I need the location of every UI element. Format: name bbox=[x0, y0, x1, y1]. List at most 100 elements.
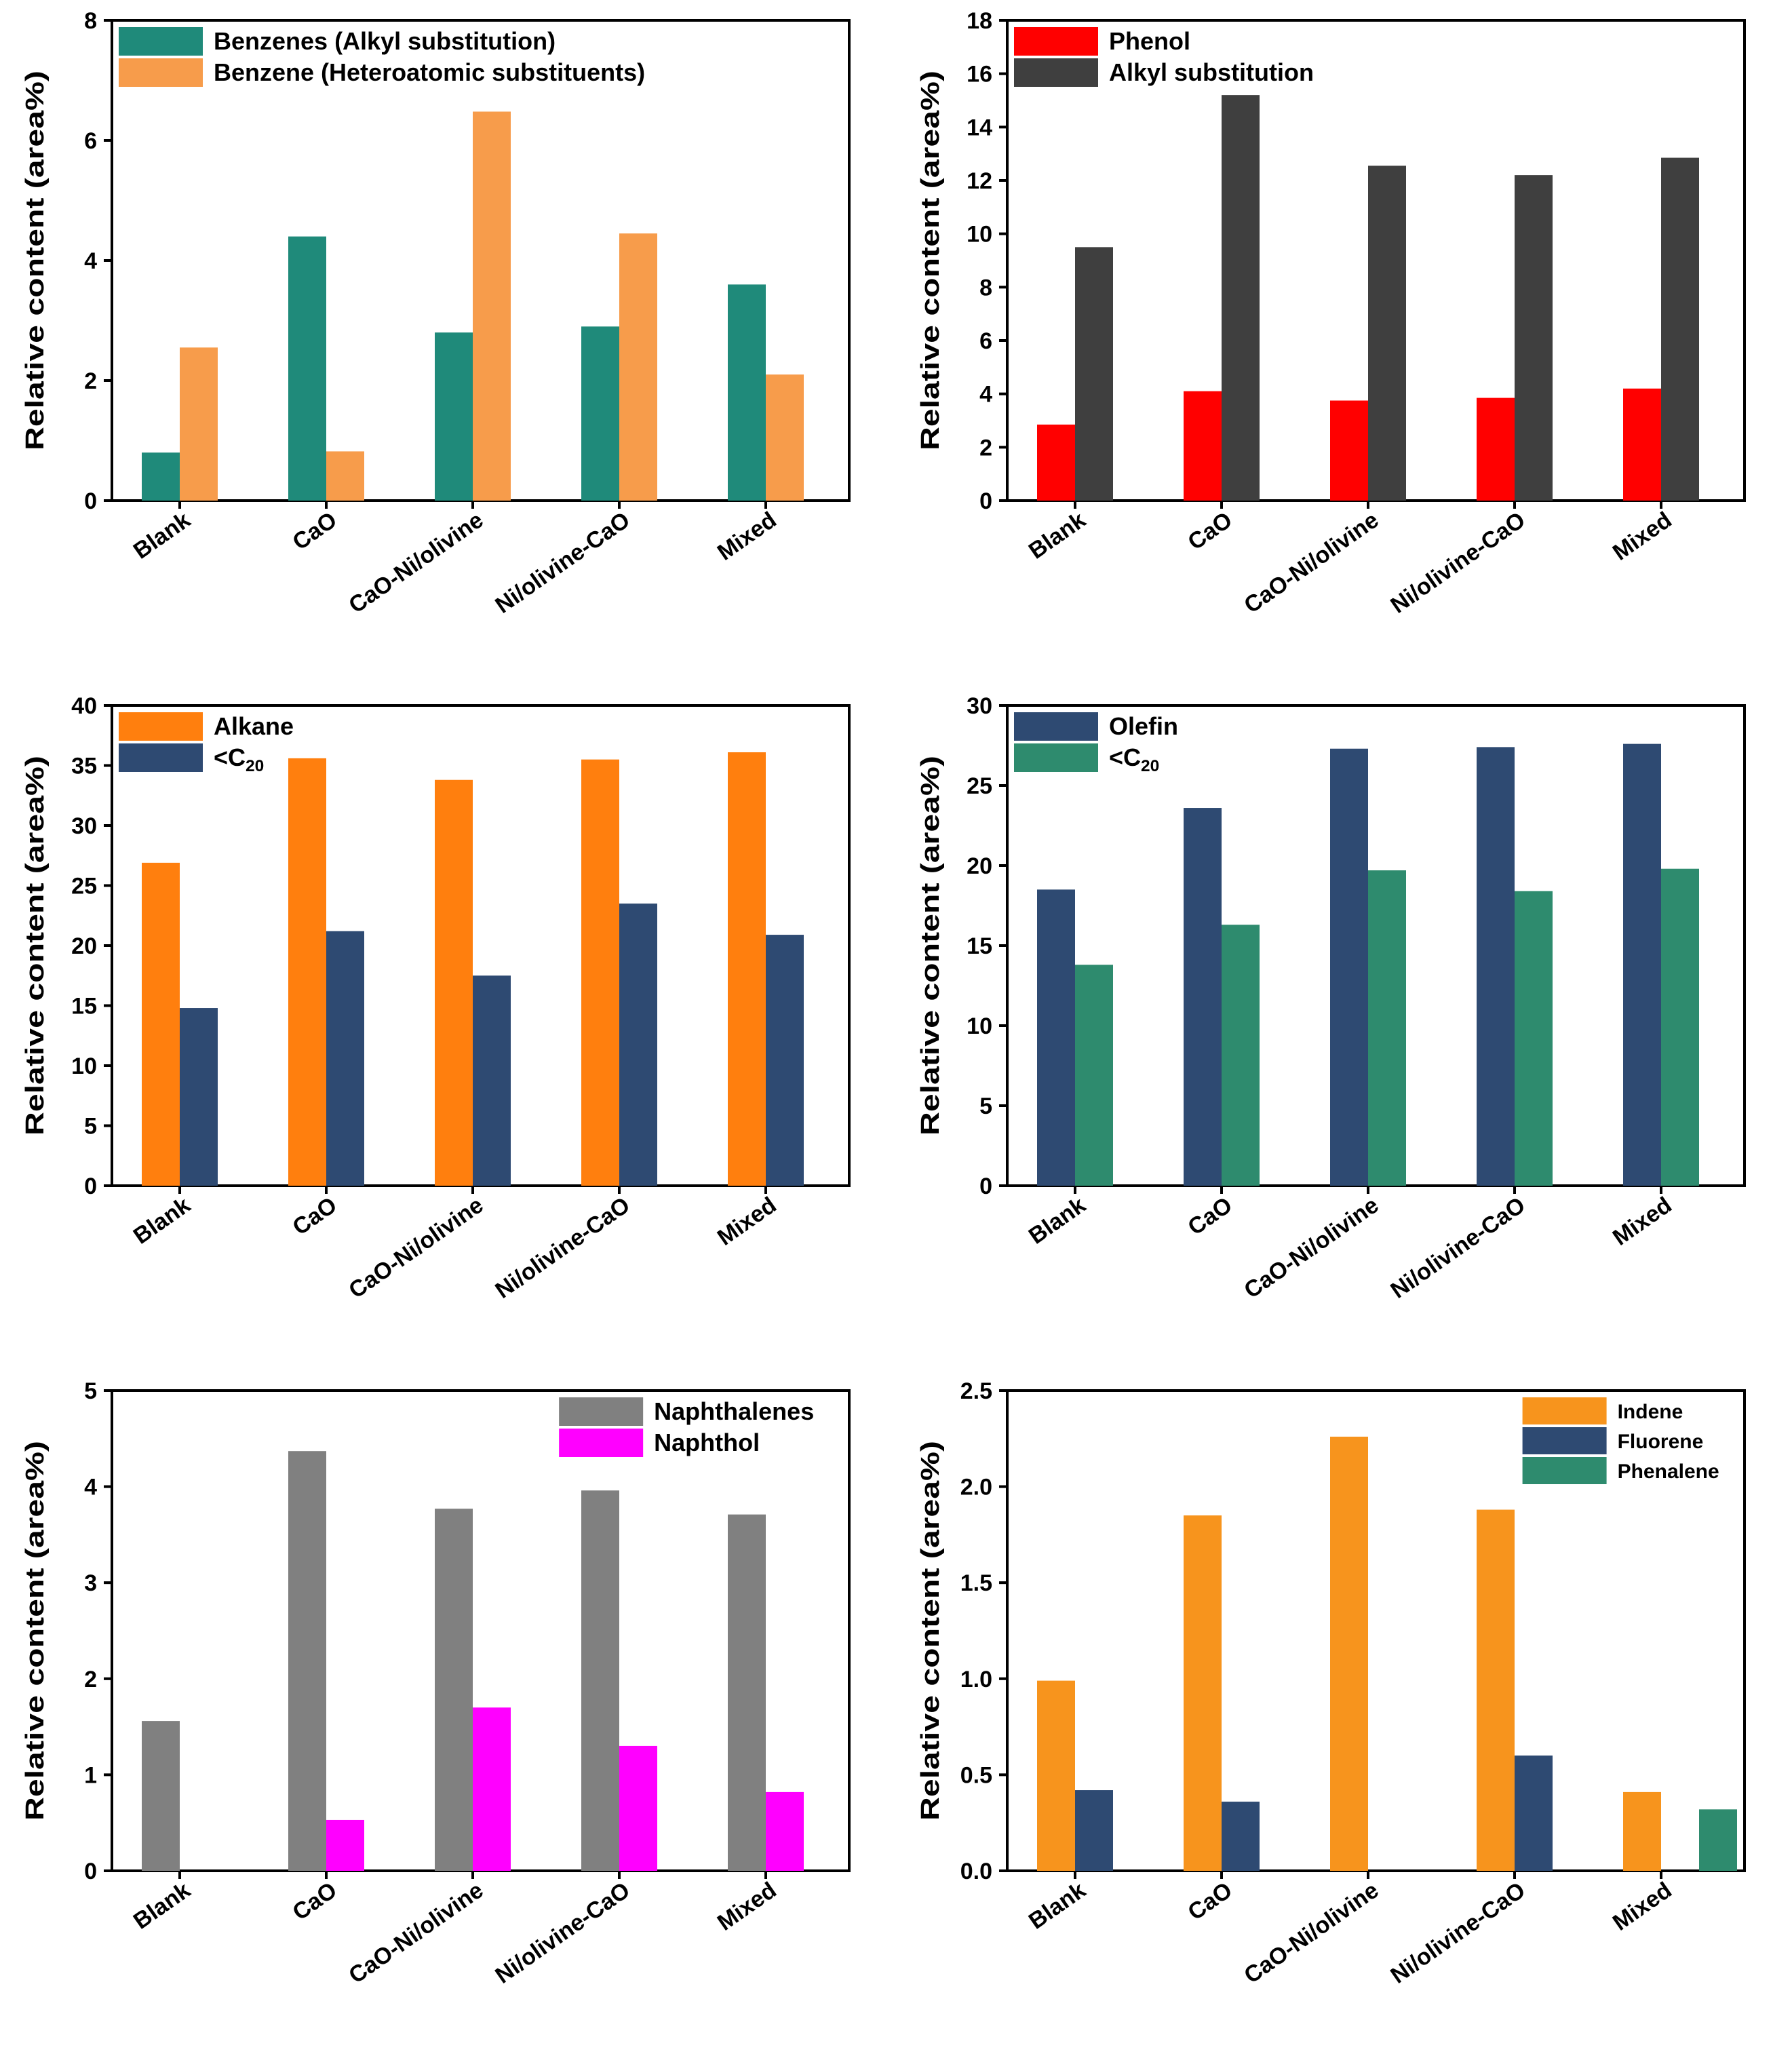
legend-label-indene: Indene bbox=[1618, 1401, 1683, 1423]
y-tick-label: 5 bbox=[979, 1093, 992, 1119]
chart-panel-indene: 0.0 0.5 1.0 1.5 2.0 2.5 Relative content (area… bbox=[916, 1378, 1746, 1989]
y-tick-label: 25 bbox=[71, 874, 97, 899]
y-tick-label: 10 bbox=[967, 222, 992, 248]
x-tick-label: CaO bbox=[288, 507, 342, 555]
bar-alkyl-substitution-ni-olivine-cao bbox=[1515, 175, 1553, 501]
bar-c20-cao-ni-olivine bbox=[473, 975, 511, 1186]
y-tick-label: 2.0 bbox=[960, 1475, 992, 1500]
chart-panel-naphthalenes: 0 1 2 3 4 5 Relative content (area%) Blank CaO Ca… bbox=[21, 1378, 851, 1989]
bar-alkyl-substitution-blank bbox=[1075, 247, 1113, 501]
bar-alkyl-substitution-cao-ni-olivine bbox=[1368, 166, 1406, 501]
bar-phenol-blank bbox=[1037, 424, 1075, 501]
x-tick-label: Blank bbox=[1024, 1877, 1091, 1934]
x-tick-label: CaO bbox=[1184, 1192, 1237, 1240]
x-tick-label: Mixed bbox=[713, 1192, 781, 1250]
bar-alkane-ni-olivine-cao bbox=[581, 759, 619, 1186]
y-tick-label: 1.0 bbox=[960, 1667, 992, 1692]
bar-phenol-mixed bbox=[1623, 388, 1661, 501]
legend-swatch-benzene-heteroatomic-substituents bbox=[119, 58, 203, 87]
y-tick-label: 10 bbox=[71, 1053, 97, 1079]
x-tick-label: CaO-Ni/olivine bbox=[344, 1877, 488, 1988]
x-tick-label: CaO-Ni/olivine bbox=[344, 507, 488, 618]
y-tick-label: 35 bbox=[71, 754, 97, 779]
bar-fluorene-ni-olivine-cao bbox=[1515, 1756, 1553, 1871]
bar-naphthalenes-cao-ni-olivine bbox=[435, 1509, 473, 1871]
bar-c20-blank bbox=[180, 1008, 218, 1186]
y-tick-label: 25 bbox=[967, 773, 992, 799]
y-tick-label: 10 bbox=[967, 1013, 992, 1039]
y-tick-label: 30 bbox=[71, 813, 97, 839]
legend-label-olefin: Olefin bbox=[1109, 712, 1178, 740]
bar-naphthalenes-ni-olivine-cao bbox=[581, 1490, 619, 1871]
legend-label-naphthalenes: Naphthalenes bbox=[654, 1397, 814, 1425]
legend-swatch-fluorene bbox=[1522, 1427, 1607, 1454]
legend-swatch-phenalene bbox=[1522, 1457, 1607, 1484]
x-tick-label: Mixed bbox=[1608, 1192, 1677, 1250]
bar-indene-cao-ni-olivine bbox=[1330, 1436, 1368, 1871]
bar-indene-ni-olivine-cao bbox=[1477, 1509, 1515, 1871]
x-tick-label: CaO bbox=[1184, 507, 1237, 555]
legend-swatch-c20 bbox=[119, 743, 203, 772]
bar-naphthol-ni-olivine-cao bbox=[619, 1745, 657, 1871]
legend-label-phenol: Phenol bbox=[1109, 27, 1190, 55]
y-tick-label: 5 bbox=[84, 1378, 97, 1404]
bar-c20-mixed bbox=[766, 935, 804, 1186]
x-tick-label: CaO bbox=[1184, 1877, 1237, 1925]
x-tick-label: CaO-Ni/olivine bbox=[344, 1192, 488, 1303]
legend-label-alkyl-substitution: Alkyl substitution bbox=[1109, 58, 1314, 86]
y-tick-label: 1.5 bbox=[960, 1570, 992, 1596]
legend-swatch-alkyl-substitution bbox=[1014, 58, 1098, 87]
bar-olefin-ni-olivine-cao bbox=[1477, 747, 1515, 1186]
x-tick-label: Ni/olivine-CaO bbox=[490, 507, 634, 618]
legend-label-c20: <C20 bbox=[214, 743, 264, 775]
bar-olefin-cao bbox=[1184, 808, 1222, 1186]
x-tick-label: Ni/olivine-CaO bbox=[1386, 1192, 1530, 1303]
y-tick-label: 15 bbox=[71, 994, 97, 1020]
bar-phenol-ni-olivine-cao bbox=[1477, 397, 1515, 501]
legend-swatch-naphthol bbox=[559, 1429, 644, 1457]
x-tick-label: Blank bbox=[129, 507, 195, 564]
y-tick-label: 0.5 bbox=[960, 1762, 992, 1788]
x-tick-label: Blank bbox=[129, 1192, 195, 1249]
legend-swatch-naphthalenes bbox=[559, 1397, 644, 1426]
legend-swatch-c20 bbox=[1014, 743, 1098, 772]
legend-swatch-indene bbox=[1522, 1397, 1607, 1424]
bar-fluorene-cao bbox=[1222, 1802, 1260, 1871]
x-tick-label: Ni/olivine-CaO bbox=[1386, 507, 1530, 618]
y-tick-label: 30 bbox=[967, 693, 992, 719]
x-tick-label: Blank bbox=[129, 1877, 195, 1934]
legend-subscript: 20 bbox=[1141, 757, 1159, 775]
legend-label-c20: <C20 bbox=[1109, 743, 1159, 775]
chart-panel-alkane: 0 5 10 15 20 25 30 35 40 Relative content (area%)… bbox=[21, 693, 851, 1304]
bar-benzene-heteroatomic-substituents-blank bbox=[180, 347, 218, 501]
bar-indene-blank bbox=[1037, 1680, 1075, 1871]
bar-c20-ni-olivine-cao bbox=[1515, 891, 1553, 1186]
y-tick-label: 4 bbox=[84, 248, 97, 274]
bar-naphthalenes-blank bbox=[142, 1721, 180, 1871]
bar-phenalene-mixed bbox=[1699, 1809, 1737, 1871]
y-tick-label: 15 bbox=[967, 933, 992, 959]
legend-label-alkane: Alkane bbox=[214, 712, 294, 740]
legend-swatch-olefin bbox=[1014, 712, 1098, 741]
y-tick-label: 16 bbox=[967, 62, 992, 88]
y-tick-label: 0 bbox=[979, 1174, 992, 1199]
x-tick-label: CaO bbox=[288, 1877, 342, 1925]
bar-c20-blank bbox=[1075, 965, 1113, 1186]
plot-frame bbox=[1006, 1389, 1746, 1872]
x-tick-label: CaO-Ni/olivine bbox=[1239, 1877, 1383, 1988]
y-tick-label: 6 bbox=[84, 128, 97, 154]
bar-benzenes-alkyl-substitution-ni-olivine-cao bbox=[581, 326, 619, 501]
x-tick-label: Mixed bbox=[713, 507, 781, 565]
legend-label-phenalene: Phenalene bbox=[1618, 1460, 1719, 1483]
y-tick-label: 0 bbox=[84, 1859, 97, 1884]
legend-label-benzenes-alkyl-substitution: Benzenes (Alkyl substitution) bbox=[214, 27, 556, 55]
bar-phenol-cao bbox=[1184, 391, 1222, 501]
x-tick-label: Ni/olivine-CaO bbox=[490, 1192, 634, 1303]
y-axis-label: Relative content (area%) bbox=[916, 756, 945, 1136]
bar-alkyl-substitution-cao bbox=[1222, 95, 1260, 501]
y-tick-label: 2 bbox=[84, 1667, 97, 1692]
legend-subscript: 20 bbox=[246, 757, 264, 775]
bar-benzenes-alkyl-substitution-cao bbox=[288, 236, 326, 501]
x-tick-label: Mixed bbox=[713, 1877, 781, 1935]
